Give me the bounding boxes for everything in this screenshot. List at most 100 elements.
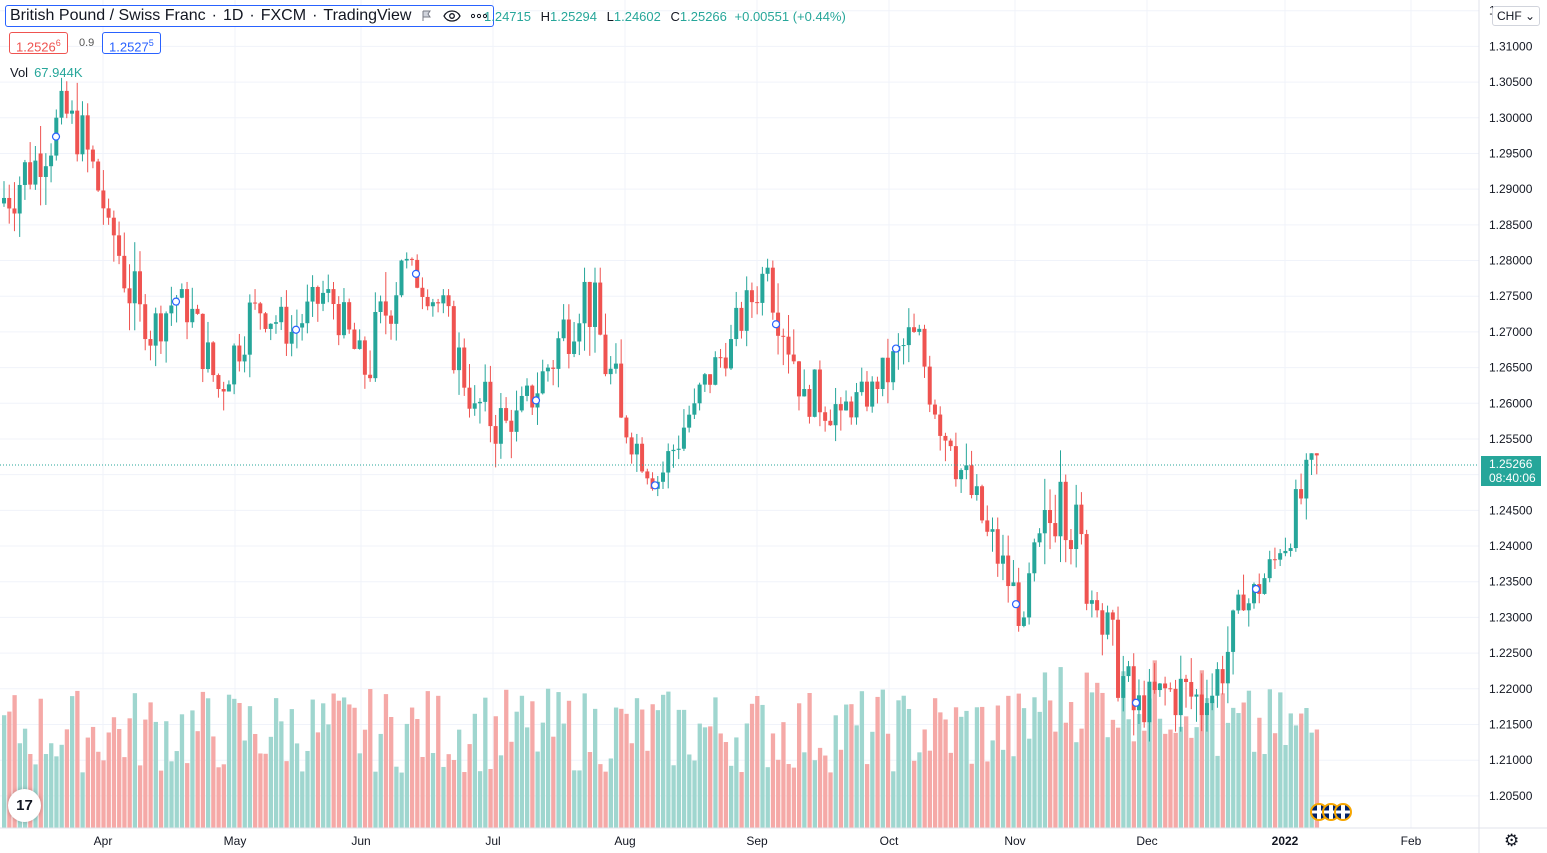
volume-bar — [943, 719, 948, 828]
candle-body — [1000, 555, 1005, 564]
volume-bar — [593, 708, 598, 828]
sell-button[interactable]: 1.25266 — [9, 32, 68, 54]
flag-icon[interactable] — [421, 10, 433, 22]
volume-bar — [1184, 716, 1189, 828]
symbol-name[interactable]: British Pound / Swiss Franc — [10, 7, 206, 24]
candle-body — [645, 471, 650, 479]
candle-body — [226, 384, 231, 392]
volume-bar — [415, 719, 420, 828]
candle-body — [1194, 694, 1199, 697]
time-axis: Apr May Jun Jul Aug Sep Oct Nov Dec 2022 Feb — [94, 834, 1422, 848]
volume-bar — [200, 691, 206, 828]
volume-bar — [441, 766, 446, 828]
price-tick-label: 1.28500 — [1489, 218, 1533, 232]
time-tick-label: May — [224, 834, 247, 848]
volume-bar — [1210, 699, 1215, 828]
volume-bar — [974, 707, 980, 828]
currency-button[interactable]: CHF ⌄ — [1492, 6, 1541, 26]
volume-bar — [467, 744, 472, 828]
candle-body — [143, 304, 148, 340]
volume-bar — [1220, 693, 1225, 828]
candle-body — [362, 340, 367, 375]
candle-body — [352, 329, 357, 349]
candle-body — [488, 381, 493, 427]
volume-bar — [331, 693, 336, 828]
volume-bar — [1257, 717, 1262, 828]
candle-body — [221, 389, 226, 392]
volume-bar — [1053, 731, 1058, 828]
volume-bar — [1168, 729, 1173, 828]
gear-icon[interactable]: ⚙ — [1504, 831, 1520, 850]
candle-body — [1006, 555, 1011, 587]
volume-bar — [237, 703, 242, 828]
candle-body — [624, 417, 629, 438]
volume-bar — [519, 695, 525, 828]
volume-bar — [263, 753, 268, 828]
eye-icon[interactable] — [443, 10, 462, 22]
tradingview-logo-icon[interactable]: 17 — [8, 789, 41, 822]
candle-body — [1126, 666, 1131, 677]
candle-body — [80, 115, 85, 155]
candle-body — [1304, 459, 1309, 499]
volume-bar — [927, 750, 933, 828]
buy-button[interactable]: 1.25275 — [102, 32, 161, 54]
price-tick-label: 1.22500 — [1489, 646, 1533, 660]
volume-bar — [7, 711, 12, 828]
volume-bar — [389, 716, 394, 828]
volume-bar — [132, 693, 138, 828]
candle-body — [1272, 559, 1277, 561]
volume-bar — [561, 723, 566, 828]
candle-body — [1068, 540, 1073, 550]
symbol-header[interactable]: British Pound / Swiss Franc · 1D · FXCM … — [5, 5, 495, 27]
price-axis: 1.315001.310001.305001.300001.295001.290… — [1489, 4, 1533, 803]
volume-bar — [556, 692, 561, 828]
candle-body — [300, 323, 305, 328]
price-tick-label: 1.28000 — [1489, 254, 1533, 268]
time-tick-label: Sep — [746, 834, 768, 848]
volume-bar — [776, 759, 781, 828]
volume-bar — [613, 707, 619, 828]
volume-bar — [1063, 722, 1069, 828]
price-tick-label: 1.29500 — [1489, 146, 1533, 160]
volume-bar — [258, 753, 263, 828]
candle-body — [692, 403, 697, 415]
price-tick-label: 1.31000 — [1489, 39, 1533, 53]
volume-bar — [2, 715, 7, 828]
candle-body — [430, 302, 435, 307]
candle-body — [59, 90, 64, 118]
economic-events[interactable] — [1310, 803, 1352, 826]
candle-body — [1053, 523, 1058, 537]
volume-bar — [1058, 667, 1063, 828]
candle-body — [1314, 453, 1319, 456]
volume-bar — [211, 736, 216, 828]
volume-bar — [430, 753, 436, 828]
volume-bar — [185, 763, 190, 828]
uk-flag-icon[interactable] — [1334, 803, 1352, 821]
candle-body — [504, 408, 509, 421]
last-price-value: 1.25266 — [1489, 457, 1533, 471]
dividend-marker-icon — [1011, 600, 1021, 609]
candle-body — [1074, 504, 1079, 550]
volume-bar — [566, 700, 572, 828]
volume-bar — [101, 760, 106, 828]
volume-bar — [530, 701, 535, 828]
volume-bar — [12, 695, 17, 828]
volume-bar — [268, 736, 274, 828]
candle-body — [284, 306, 289, 344]
volume-bar — [164, 721, 169, 828]
volume-bar — [838, 749, 844, 828]
chart-grid — [0, 0, 1479, 828]
volume-bar — [708, 726, 713, 828]
volume-bar — [221, 764, 226, 828]
dividend-marker-icon — [891, 344, 901, 353]
volume-bar — [321, 703, 326, 828]
volume-bar — [765, 767, 770, 828]
volume-bar — [749, 703, 755, 828]
volume-bar — [472, 713, 478, 828]
more-icon[interactable] — [471, 13, 488, 19]
volume-bar — [1032, 697, 1037, 828]
interval-label[interactable]: 1D — [222, 7, 244, 24]
volume-bar — [624, 713, 629, 828]
candle-body — [786, 336, 791, 355]
